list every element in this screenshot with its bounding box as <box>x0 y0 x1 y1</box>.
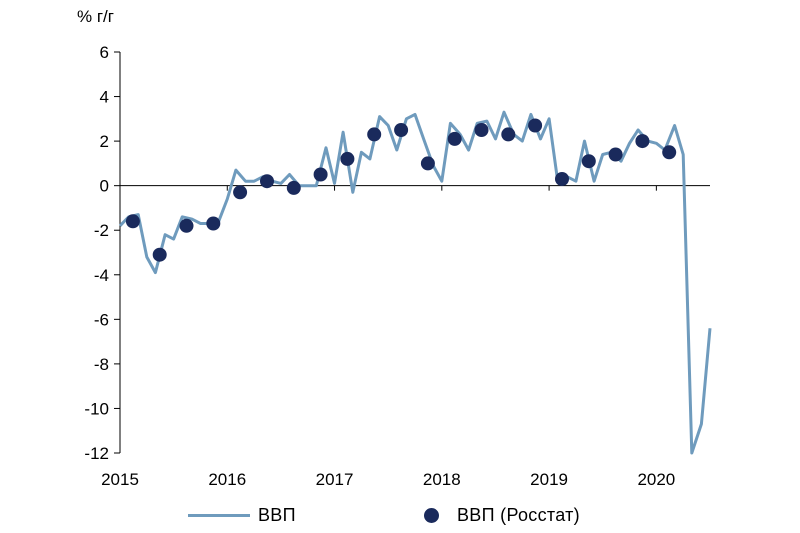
legend-label: ВВП <box>258 504 296 525</box>
data-point-rosstat <box>608 147 623 162</box>
legend-dot-swatch <box>424 507 439 523</box>
y-tick-label: -12 <box>84 444 109 463</box>
x-tick-label: 2015 <box>101 470 139 489</box>
legend: ВВП ВВП (Росстат) <box>0 500 800 530</box>
data-point-rosstat <box>447 131 462 146</box>
data-point-rosstat <box>286 180 301 195</box>
y-tick-label: 6 <box>100 43 109 62</box>
data-point-rosstat <box>260 174 274 189</box>
y-unit-label: % г/г <box>77 7 114 26</box>
x-tick-label: 2019 <box>530 470 568 489</box>
data-point-rosstat <box>394 123 409 137</box>
y-tick-label: 0 <box>100 177 109 196</box>
data-point-rosstat <box>179 218 194 233</box>
y-tick-label: -8 <box>94 355 109 374</box>
data-point-rosstat <box>420 156 435 171</box>
data-point-rosstat <box>313 167 328 182</box>
data-point-rosstat <box>635 134 650 149</box>
data-point-rosstat <box>125 214 140 229</box>
x-tick-label: 2018 <box>423 470 461 489</box>
data-point-rosstat <box>367 127 382 142</box>
legend-item-dot: ВВП (Росстат) <box>424 500 580 530</box>
y-tick-label: -2 <box>94 221 109 240</box>
y-tick-label: -10 <box>84 399 109 418</box>
legend-item-line: ВВП <box>188 500 296 530</box>
y-tick-label: -4 <box>94 266 109 285</box>
x-tick-label: 2017 <box>316 470 354 489</box>
data-point-rosstat <box>474 123 489 137</box>
x-tick-label: 2016 <box>208 470 246 489</box>
series-layer <box>118 110 712 455</box>
data-point-rosstat <box>206 216 221 231</box>
x-tick-label: 2020 <box>637 470 675 489</box>
data-point-rosstat <box>662 145 677 160</box>
x-axis-ticks: 2015 2016 2017 2018 2019 2020 <box>101 185 675 489</box>
y-axis-ticks: 6 4 2 0 -2 -4 -6 -8 -10 -12 <box>84 43 120 463</box>
series-line-vvp <box>118 110 712 455</box>
data-point-rosstat <box>555 172 569 186</box>
data-point-rosstat <box>581 154 596 169</box>
legend-line-swatch <box>188 513 250 517</box>
data-point-rosstat <box>340 151 355 166</box>
y-tick-label: 4 <box>100 88 109 107</box>
legend-label: ВВП (Росстат) <box>457 504 580 525</box>
y-tick-label: -6 <box>94 310 109 329</box>
data-point-rosstat <box>528 118 543 133</box>
data-point-rosstat <box>152 247 167 262</box>
data-point-rosstat <box>233 185 248 200</box>
y-tick-label: 2 <box>100 132 109 151</box>
data-point-rosstat <box>501 127 516 142</box>
